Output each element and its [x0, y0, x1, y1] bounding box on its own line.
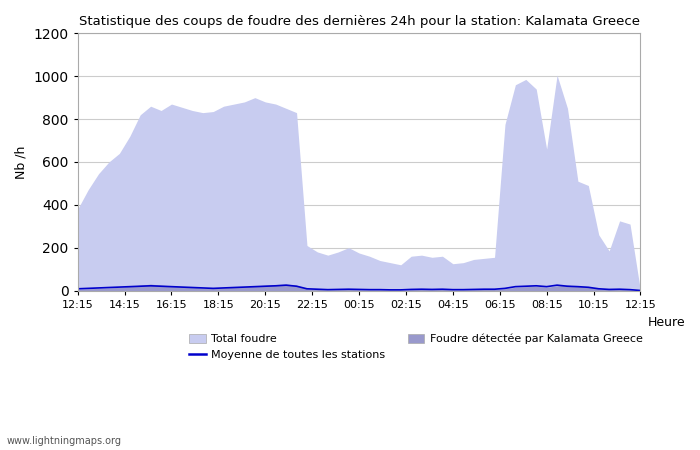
Y-axis label: Nb /h: Nb /h: [15, 145, 28, 179]
Title: Statistique des coups de foudre des dernières 24h pour la station: Kalamata Gree: Statistique des coups de foudre des dern…: [78, 15, 640, 28]
Text: www.lightningmaps.org: www.lightningmaps.org: [7, 436, 122, 446]
Legend: Total foudre, Moyenne de toutes les stations, Foudre détectée par Kalamata Greec: Total foudre, Moyenne de toutes les stat…: [185, 329, 647, 365]
Text: Heure: Heure: [648, 315, 685, 328]
